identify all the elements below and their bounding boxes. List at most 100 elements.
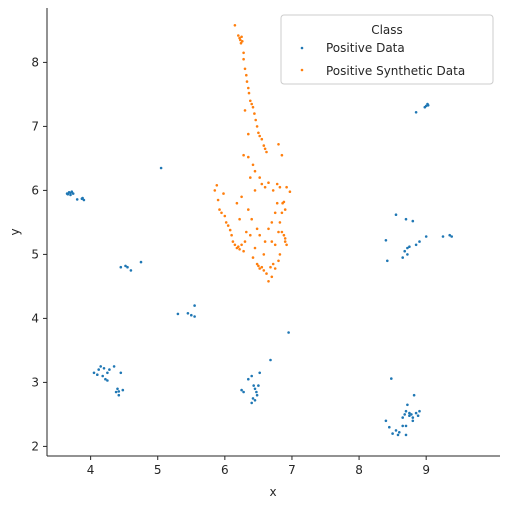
data-point [224,221,228,224]
data-point [283,240,287,243]
axes [46,8,500,457]
data-point [280,153,284,157]
data-point [250,401,253,405]
data-point [418,409,421,413]
x-tick-label: 5 [154,463,162,477]
data-point [277,259,280,263]
data-point [190,313,193,317]
data-point [285,243,288,247]
data-point [394,213,398,216]
data-point [92,371,96,375]
points-layer [65,24,454,437]
data-point [406,403,409,407]
data-point [243,67,247,71]
data-point [222,192,225,195]
data-point [75,198,79,201]
data-point [388,425,391,429]
x-tick-label: 7 [288,463,296,477]
data-point [410,413,413,416]
data-point [257,131,260,135]
data-point [271,262,275,266]
data-point [193,304,196,307]
y-tick-label: 4 [31,311,39,325]
data-point [270,221,274,224]
data-point [159,166,163,170]
data-point [258,267,262,270]
data-point [396,433,400,437]
data-point [247,155,250,159]
x-ticks: 4 5 6 7 8 9 [87,456,430,477]
data-point [263,147,267,151]
data-point [249,99,252,103]
data-point [242,390,245,394]
data-point [255,262,259,266]
y-tick-label: 8 [31,55,39,69]
data-point [71,192,75,195]
data-point [242,51,245,55]
data-point [401,416,405,419]
data-point [258,371,262,375]
data-point [81,196,84,200]
data-point [124,264,127,268]
data-point [257,264,260,268]
legend-label-positive-synthetic-data: Positive Synthetic Data [326,64,465,78]
data-point [119,265,123,269]
y-tick-label: 3 [31,375,39,389]
data-point [404,409,408,413]
data-point [414,243,418,247]
data-point [269,358,272,362]
data-point [70,190,74,193]
legend-title: Class [371,23,403,37]
series-positive-data [65,102,454,437]
data-point [245,73,248,77]
data-point [216,198,220,202]
data-point [242,57,245,61]
x-axis-label: x [269,485,276,499]
data-point [250,102,253,106]
data-point [237,245,240,248]
data-point [401,424,405,428]
data-point [251,105,255,109]
x-tick-label: 8 [355,463,363,477]
data-point [408,414,411,418]
data-point [282,233,286,237]
data-point [253,399,257,402]
data-point [265,272,268,275]
data-point [240,195,243,199]
data-point [250,374,253,378]
data-point [220,211,223,215]
data-point [394,429,398,432]
data-point [398,431,401,434]
data-point [193,315,196,318]
data-point [243,240,247,243]
data-point [262,144,266,147]
data-point [119,371,123,375]
data-point [404,433,408,437]
data-point [265,150,268,154]
x-tick-label: 9 [422,463,430,477]
data-point [112,365,116,368]
data-point [282,200,286,204]
data-point [280,211,284,215]
y-ticks: 2 3 4 5 6 7 8 [31,55,47,453]
data-point [231,240,235,243]
data-point [66,192,70,196]
data-point [258,134,262,138]
data-point [288,190,292,193]
legend-marker-positive-synthetic-data [300,68,304,72]
data-point [114,390,118,394]
data-point [386,259,389,263]
data-point [283,237,287,240]
legend-marker-positive-data [300,46,304,50]
legend-label-positive-data: Positive Data [326,41,405,55]
data-point [253,169,257,173]
y-tick-label: 7 [31,119,39,133]
data-point [176,312,180,316]
data-point [271,189,275,192]
data-point [384,239,388,242]
data-point [247,208,250,211]
data-point [106,379,109,382]
data-point [403,413,407,416]
data-point [269,265,272,269]
